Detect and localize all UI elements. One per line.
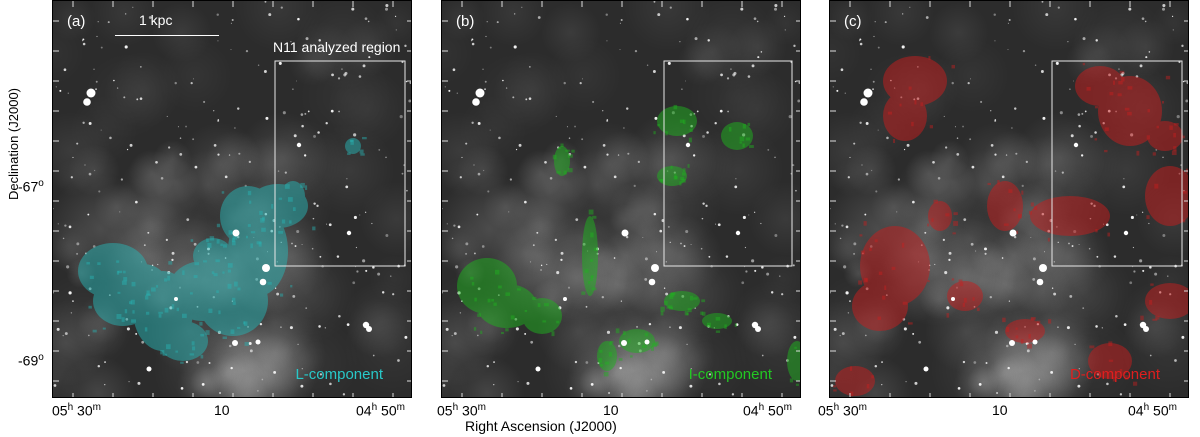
xtick-ra-end-a: 04h 50m [356, 402, 405, 419]
xtick-ra-mid-a: 10 [214, 402, 230, 418]
xtick-ra-start-a: 05h 30m [52, 402, 101, 419]
star-field-image-b [442, 1, 800, 397]
xtick-ra-mid-c: 10 [992, 402, 1008, 418]
xtick-ra-mid-b: 10 [603, 402, 619, 418]
panel-label-a: (a) [67, 13, 86, 30]
x-axis-label: Right Ascension (J2000) [465, 418, 617, 434]
panel-b: (b) I-component [441, 0, 801, 398]
star-field-image-c [830, 1, 1188, 397]
component-label-l: L-component [295, 366, 383, 383]
scale-bar [115, 35, 219, 36]
xtick-ra-end-c: 04h 50m [1128, 402, 1177, 419]
panel-c: (c) D-component [829, 0, 1189, 398]
region-label: N11 analyzed region [273, 39, 401, 55]
panel-label-c: (c) [844, 13, 862, 30]
panel-label-b: (b) [456, 13, 475, 30]
xtick-ra-start-b: 05h 30m [437, 402, 486, 419]
xtick-ra-start-c: 05h 30m [818, 402, 867, 419]
panel-a: (a) 1 kpc N11 analyzed region L-componen… [52, 0, 412, 398]
component-label-i: I-component [688, 366, 772, 383]
component-label-d: D-component [1069, 366, 1160, 383]
ytick-minus67: -67o [18, 178, 44, 195]
star-field-image-a [53, 1, 411, 397]
ytick-minus69: -69o [18, 352, 44, 369]
xtick-ra-end-b: 04h 50m [743, 402, 792, 419]
scale-bar-label: 1 kpc [139, 12, 173, 28]
